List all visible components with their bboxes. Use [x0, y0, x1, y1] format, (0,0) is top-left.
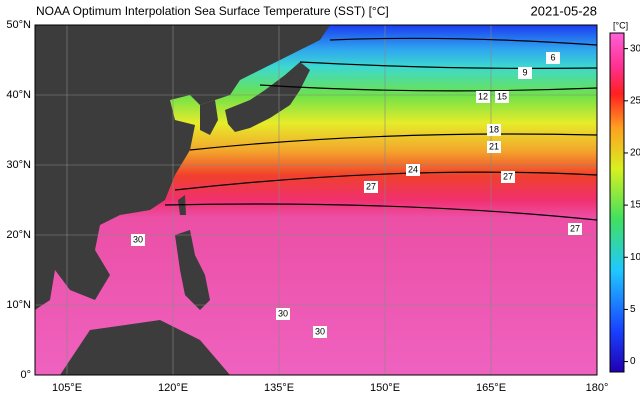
contour-label-box: [546, 52, 560, 64]
date: 2021-05-28: [531, 3, 598, 18]
contour-label-box: [276, 308, 290, 320]
colorbar-tick-label: 5: [630, 304, 636, 315]
contour-label-box: [501, 171, 515, 183]
land-philippines: [175, 230, 210, 310]
lon-label: 135°E: [264, 382, 294, 394]
lat-label: 40°N: [6, 89, 31, 101]
contour-label: 24: [408, 164, 418, 174]
contour-label: 27: [503, 171, 513, 181]
lon-label: 180°: [586, 382, 609, 394]
land-asia: [35, 25, 330, 310]
title: NOAA Optimum Interpolation Sea Surface T…: [36, 4, 389, 18]
contour-label-box: [487, 141, 501, 153]
lat-label: 10°N: [6, 299, 31, 311]
contour-label-box: [406, 164, 420, 176]
colorbar-tick-label: 10: [630, 252, 640, 263]
contour-label: 27: [570, 223, 580, 233]
land-japan: [225, 62, 310, 132]
contour-label: 6: [550, 52, 555, 62]
contour-label: 27: [366, 181, 376, 191]
contour-label-box: [568, 223, 582, 235]
contour-label-box: [487, 124, 501, 136]
colorbar-tick-label: 30: [630, 43, 640, 54]
contour-label: 12: [478, 91, 488, 101]
lat-label: 50°N: [6, 19, 31, 31]
contour-label: 21: [489, 141, 499, 151]
contour-label-box: [518, 67, 532, 79]
lat-label: 0°: [20, 369, 31, 381]
colorbar-tick-label: 0: [630, 356, 636, 367]
lon-label: 105°E: [52, 382, 82, 394]
colorbar-tick-label: 20: [630, 148, 640, 159]
lon-label: 165°E: [476, 382, 506, 394]
land-borneo: [60, 320, 230, 375]
lat-label: 30°N: [6, 159, 31, 171]
colorbar-unit: [°C]: [613, 20, 628, 30]
colorbar: [609, 32, 625, 373]
contour-label-box: [364, 181, 378, 193]
contour-label-box: [131, 234, 145, 246]
lon-label: 150°E: [370, 382, 400, 394]
contours: [164, 37, 597, 221]
colorbar-tick-label: 25: [630, 95, 640, 106]
contour-label-box: [476, 91, 490, 103]
land-korea: [200, 100, 218, 135]
lon-label: 120°E: [158, 382, 188, 394]
contour-label: 30: [315, 326, 325, 336]
map: [35, 25, 597, 375]
contour-label: 30: [133, 234, 143, 244]
contour-label-box: [495, 91, 509, 103]
contour-label: 15: [497, 91, 507, 101]
lat-label: 20°N: [6, 229, 31, 241]
map-frame: [34, 24, 598, 376]
contour-label: 18: [489, 124, 499, 134]
contour-label: 9: [522, 67, 527, 77]
contour-label-box: [313, 326, 327, 338]
contour-label: 30: [278, 308, 288, 318]
colorbar-tick-label: 15: [630, 200, 640, 211]
